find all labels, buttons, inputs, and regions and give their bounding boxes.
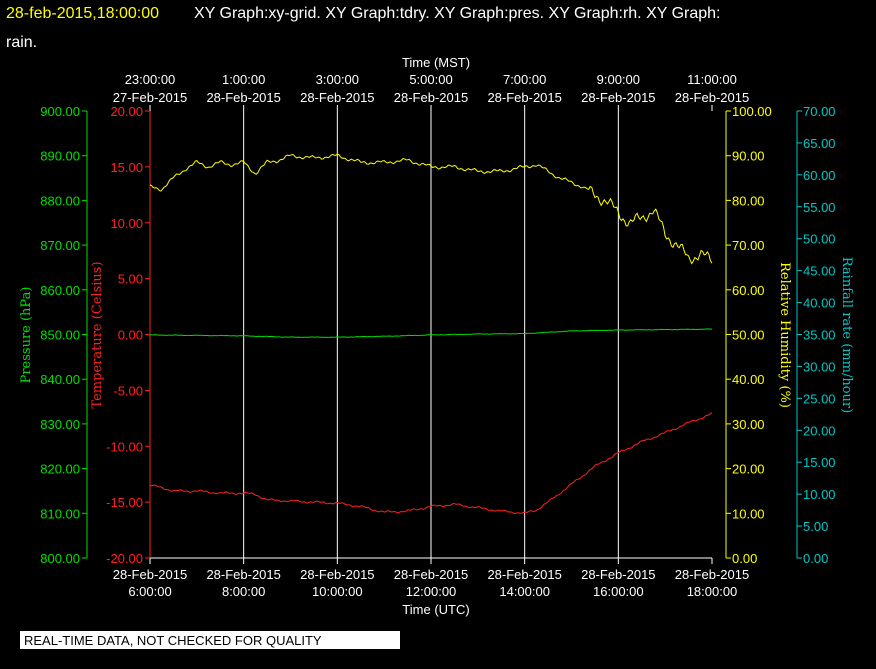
pressure-tick-label: 840.00 <box>40 372 80 387</box>
graph-titles-line2: rain. <box>6 34 37 51</box>
humidity-series-line <box>149 153 713 265</box>
rain-tick-label: 10.00 <box>803 487 836 502</box>
temperature-tick-label: 5.00 <box>118 272 143 287</box>
top-tick-label-time: 9:00:00 <box>597 72 640 87</box>
pressure-axis-label: Pressure (hPa) <box>19 287 34 384</box>
rain-tick-label: 25.00 <box>803 391 836 406</box>
temperature-tick-label: -20.00 <box>106 551 143 566</box>
temperature-tick-label: 15.00 <box>110 160 143 175</box>
top-tick-label-date: 28-Feb-2015 <box>394 90 468 105</box>
top-tick-label-time: 7:00:00 <box>503 72 546 87</box>
top-tick-label-time: 23:00:00 <box>125 72 176 87</box>
rain-tick-label: 45.00 <box>803 264 836 279</box>
x-tick-label-time: 14:00:00 <box>499 584 550 599</box>
timestamp: 28-feb-2015,18:00:00 <box>6 5 159 22</box>
rain-tick-label: 55.00 <box>803 200 836 215</box>
rain-tick-label: 40.00 <box>803 296 836 311</box>
humidity-axis-label: Relative Humidity (%) <box>777 262 792 408</box>
humidity-tick-label: 80.00 <box>732 193 765 208</box>
x-tick-label-date: 28-Feb-2015 <box>675 567 749 582</box>
top-tick-label-time: 5:00:00 <box>409 72 452 87</box>
pressure-tick-label: 800.00 <box>40 551 80 566</box>
rain-tick-label: 30.00 <box>803 359 836 374</box>
rain-tick-label: 60.00 <box>803 168 836 183</box>
humidity-tick-label: 100.00 <box>732 104 772 119</box>
pressure-tick-label: 860.00 <box>40 283 80 298</box>
top-tick-label-time: 11:00:00 <box>687 72 737 87</box>
bottom-axis-label: Time (UTC) <box>402 602 469 617</box>
top-tick-label-date: 28-Feb-2015 <box>300 90 374 105</box>
x-tick-label-date: 28-Feb-2015 <box>581 567 655 582</box>
x-tick-label-time: 8:00:00 <box>222 584 265 599</box>
pressure-tick-label: 810.00 <box>40 506 80 521</box>
x-tick-label-date: 28-Feb-2015 <box>113 567 187 582</box>
temperature-tick-label: 0.00 <box>118 328 143 343</box>
humidity-tick-label: 0.00 <box>732 551 757 566</box>
top-tick-label-date: 28-Feb-2015 <box>675 90 749 105</box>
humidity-tick-label: 70.00 <box>732 238 765 253</box>
x-tick-label-time: 6:00:00 <box>128 584 171 599</box>
rain-tick-label: 5.00 <box>803 519 828 534</box>
graph-titles-line1: XY Graph:xy-grid. XY Graph:tdry. XY Grap… <box>194 5 720 22</box>
humidity-tick-label: 50.00 <box>732 328 765 343</box>
top-tick-label-time: 3:00:00 <box>316 72 359 87</box>
temperature-tick-label: 10.00 <box>110 216 143 231</box>
pressure-tick-label: 850.00 <box>40 328 80 343</box>
top-tick-label-date: 28-Feb-2015 <box>206 90 280 105</box>
top-tick-label-time: 1:00:00 <box>222 72 265 87</box>
temperature-series-line <box>149 412 713 515</box>
pressure-tick-label: 830.00 <box>40 417 80 432</box>
rain-tick-label: 20.00 <box>803 423 836 438</box>
x-tick-label-date: 28-Feb-2015 <box>394 567 468 582</box>
x-tick-label-time: 16:00:00 <box>593 584 644 599</box>
pressure-tick-label: 820.00 <box>40 462 80 477</box>
series-group <box>149 153 713 515</box>
pressure-tick-label: 890.00 <box>40 149 80 164</box>
notice-box <box>20 631 400 649</box>
top-tick-label-date: 28-Feb-2015 <box>487 90 561 105</box>
x-tick-label-date: 28-Feb-2015 <box>300 567 374 582</box>
temperature-tick-label: -15.00 <box>106 495 143 510</box>
rain-tick-label: 65.00 <box>803 136 836 151</box>
x-tick-label-time: 18:00:00 <box>687 584 738 599</box>
top-tick-label-date: 27-Feb-2015 <box>113 90 187 105</box>
x-tick-label-date: 28-Feb-2015 <box>206 567 280 582</box>
rain-tick-label: 50.00 <box>803 232 836 247</box>
rain-tick-label: 15.00 <box>803 455 836 470</box>
pressure-tick-label: 870.00 <box>40 238 80 253</box>
temperature-tick-label: -10.00 <box>106 439 143 454</box>
humidity-tick-label: 10.00 <box>732 506 765 521</box>
temperature-tick-label: -5.00 <box>113 383 143 398</box>
pressure-tick-label: 880.00 <box>40 193 80 208</box>
top-axis-label: Time (MST) <box>402 55 470 70</box>
temperature-axis-label: Temperature (Celsius) <box>90 261 105 408</box>
x-tick-label-time: 10:00:00 <box>312 584 363 599</box>
x-tick-label-date: 28-Feb-2015 <box>487 567 561 582</box>
axes-group: 28-Feb-2015 6:00:00 23:00:00 27-Feb-2015 28-… <box>40 72 835 599</box>
humidity-tick-label: 20.00 <box>732 462 765 477</box>
temperature-tick-label: 20.00 <box>110 104 143 119</box>
humidity-tick-label: 40.00 <box>732 372 765 387</box>
humidity-tick-label: 90.00 <box>732 149 765 164</box>
rain-axis-label: Rainfall rate (mm/hour) <box>839 257 854 413</box>
rain-tick-label: 0.00 <box>803 551 828 566</box>
humidity-tick-label: 60.00 <box>732 283 765 298</box>
x-tick-label-time: 12:00:00 <box>406 584 457 599</box>
rain-tick-label: 35.00 <box>803 328 836 343</box>
top-tick-label-date: 28-Feb-2015 <box>581 90 655 105</box>
quality-notice: REAL-TIME DATA, NOT CHECKED FOR QUALITY <box>24 633 322 648</box>
pressure-series-line <box>149 328 713 338</box>
rain-tick-label: 70.00 <box>803 104 836 119</box>
pressure-tick-label: 900.00 <box>40 104 80 119</box>
humidity-tick-label: 30.00 <box>732 417 765 432</box>
